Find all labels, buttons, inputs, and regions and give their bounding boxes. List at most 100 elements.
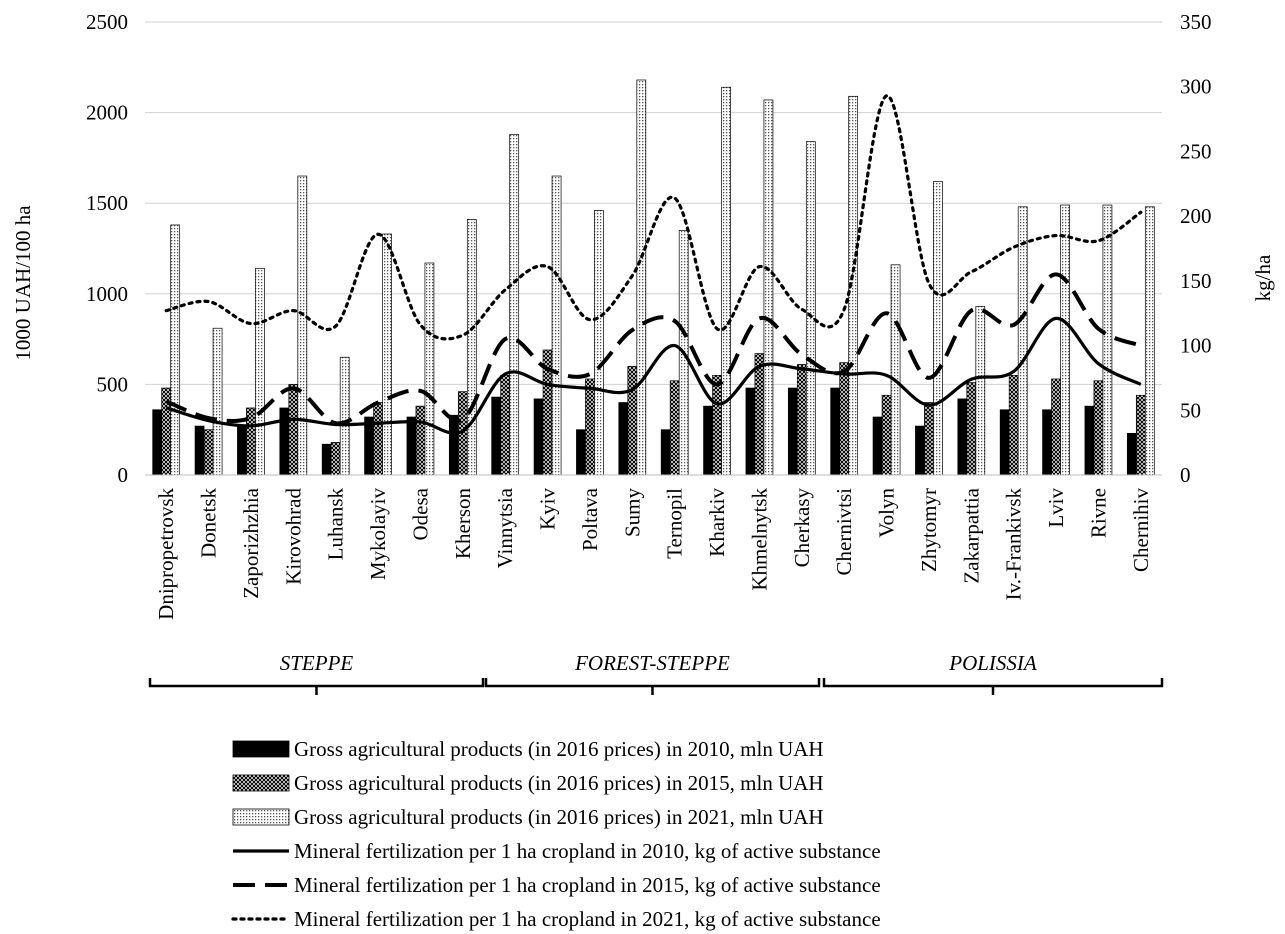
bar-2010: [448, 414, 459, 476]
right-tick-label: 200: [1180, 204, 1212, 228]
bar-2010: [618, 402, 629, 476]
category-label: Kyiv: [536, 488, 560, 531]
bar-2021: [636, 79, 647, 476]
right-tick-label: 150: [1180, 269, 1212, 293]
category-label: Rivne: [1086, 488, 1110, 538]
bar-2015: [1135, 394, 1146, 476]
category-label: Kharkiv: [705, 488, 729, 557]
category-label: Sumy: [620, 488, 644, 538]
line-dotted: [164, 94, 1143, 341]
bar-2015: [288, 384, 299, 476]
legend-label: Gross agricultural products (in 2016 pri…: [294, 737, 824, 761]
bars: [152, 79, 1155, 476]
bar-2010: [745, 387, 756, 476]
bar-2015: [203, 429, 214, 476]
category-label: Lviv: [1044, 488, 1068, 528]
category-label: Kherson: [451, 488, 475, 560]
bar-2010: [533, 398, 544, 476]
bar-2015: [796, 364, 807, 476]
gridlines: [145, 21, 1162, 385]
category-labels: Dnipropetrovsk Donetsk Zaporizhzhia Kirovoh…: [154, 487, 1153, 620]
bar-2010: [915, 425, 925, 476]
legend-swatch-bar: [232, 774, 290, 792]
right-tick-label: 0: [1180, 463, 1191, 487]
bar-2021: [551, 175, 562, 476]
category-label: Khmelnytsk: [747, 488, 771, 591]
bar-2021: [382, 233, 392, 476]
category-label: Volyn: [875, 488, 899, 538]
right-tick-label: 350: [1180, 10, 1212, 34]
category-label: Poltava: [578, 487, 602, 551]
bar-2021: [890, 264, 901, 476]
bar-2015: [415, 405, 426, 476]
legend-label: Mineral fertilization per 1 ha cropland …: [294, 839, 881, 863]
category-label: Zaporizhzhia: [239, 487, 263, 598]
bar-2015: [330, 442, 341, 476]
right-axis-label: kg/ha: [1251, 254, 1275, 301]
bar-2021: [297, 175, 308, 476]
line-dashed: [165, 272, 1142, 426]
bar-2010: [321, 443, 332, 476]
bar-2010: [279, 407, 290, 476]
bar-2021: [339, 356, 350, 476]
bar-2010: [1042, 409, 1052, 476]
bar-2021: [1144, 206, 1155, 476]
category-label: Chernivtsi: [832, 488, 856, 576]
category-label: Ternopil: [663, 488, 687, 559]
bar-2010: [194, 425, 205, 476]
bar-2010: [957, 398, 968, 476]
bar-2010: [576, 429, 586, 476]
bar-2015: [881, 394, 892, 476]
bar-2021: [1017, 206, 1028, 476]
bar-2021: [805, 141, 816, 476]
left-tick-label: 500: [97, 372, 129, 396]
bar-2015: [839, 362, 850, 476]
bar-2021: [933, 181, 943, 476]
bar-2015: [924, 402, 934, 476]
bar-2010: [787, 387, 798, 476]
bar-2010: [660, 429, 671, 476]
category-label: Mykolayiv: [366, 488, 390, 581]
region-bracket: [822, 678, 1164, 695]
region-label: FOREST-STEPPE: [574, 651, 730, 675]
legend: Gross agricultural products (in 2016 pri…: [231, 737, 881, 931]
bar-2015: [1051, 378, 1061, 476]
bar-2015: [712, 374, 722, 476]
bar-2010: [703, 405, 713, 476]
category-label: Luhansk: [324, 488, 348, 561]
bar-2010: [830, 387, 841, 476]
legend-label: Gross agricultural products (in 2016 pri…: [294, 805, 824, 829]
legend-swatch-bar: [232, 740, 290, 758]
left-tick-label: 1000: [86, 282, 128, 306]
legend-label: Mineral fertilization per 1 ha cropland …: [294, 873, 881, 897]
category-label: Zakarpattia: [959, 487, 983, 583]
bar-2021: [424, 262, 435, 476]
right-tick-label: 50: [1180, 398, 1201, 422]
category-label: Chernihiv: [1129, 488, 1153, 572]
bar-2010: [237, 425, 247, 476]
category-label: Iv.-Frankivsk: [1002, 488, 1026, 601]
bar-2021: [763, 99, 774, 476]
bar-2021: [466, 219, 477, 476]
bar-2010: [152, 409, 163, 476]
bar-2015: [669, 380, 680, 476]
bar-2015: [1008, 374, 1019, 476]
category-label: Zhytomyr: [917, 488, 941, 572]
right-axis-ticks: 0 50 100 150 200 250 300 350: [1180, 10, 1212, 487]
bar-2015: [966, 382, 977, 476]
bar-2015: [585, 378, 595, 476]
bar-2021: [594, 210, 604, 476]
bar-2021: [212, 327, 223, 476]
region-bracket: [484, 678, 821, 695]
legend-label: Mineral fertilization per 1 ha cropland …: [294, 907, 881, 931]
legend-label: Gross agricultural products (in 2016 pri…: [294, 771, 824, 795]
left-tick-label: 0: [118, 463, 129, 487]
bar-2015: [754, 353, 765, 476]
bar-2010: [1126, 432, 1137, 476]
right-tick-label: 100: [1180, 334, 1212, 358]
category-label: Kirovohrad: [281, 488, 305, 585]
bar-2010: [1084, 405, 1095, 476]
bar-2010: [406, 416, 417, 476]
bar-2021: [1102, 204, 1113, 476]
region-label: POLISSIA: [948, 651, 1037, 675]
